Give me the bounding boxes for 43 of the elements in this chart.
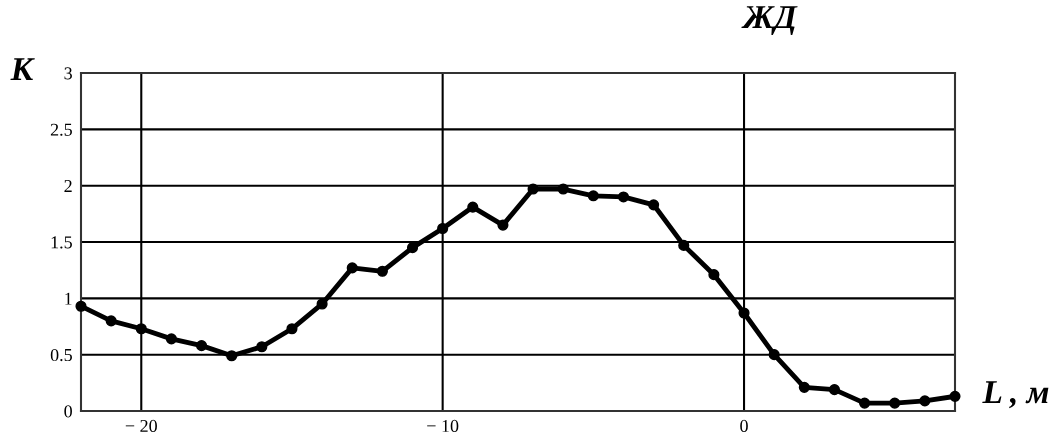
point [527,183,539,195]
point [828,384,841,396]
point [798,381,810,393]
point [497,219,509,231]
point [256,341,268,353]
point [859,397,871,409]
point [919,395,931,407]
chart-title: ЖД [741,6,798,36]
point [75,300,87,312]
y-axis-title: К [10,58,35,81]
y-tick-label: 2 [64,179,72,192]
point [376,265,388,277]
x-tick-label: − 10 [427,419,459,433]
point [467,201,479,213]
y-tick-label: 1 [65,292,72,305]
point [165,333,177,345]
point [768,349,780,361]
x-tick-label: − 20 [125,419,157,433]
point [949,390,961,402]
point [226,350,238,362]
point [406,242,419,254]
point [105,315,117,327]
y-tick-label: 0 [64,405,72,418]
point [437,222,449,235]
point [648,199,660,211]
point [617,191,630,203]
y-tick-label: 3 [64,67,72,80]
point [557,183,569,195]
x-tick-label: 0 [740,419,748,433]
point [135,323,147,335]
point [678,239,690,251]
point [286,323,298,335]
point [316,298,328,310]
point [889,397,901,409]
point [346,262,358,274]
y-tick-label: 2.5 [50,123,72,136]
point [195,340,208,352]
y-tick-label: 0.5 [50,348,72,362]
point [738,307,750,319]
point [708,269,720,281]
x-axis-title: L , м [982,381,1049,409]
point [587,190,599,202]
y-tick-label: 1.5 [51,236,72,249]
